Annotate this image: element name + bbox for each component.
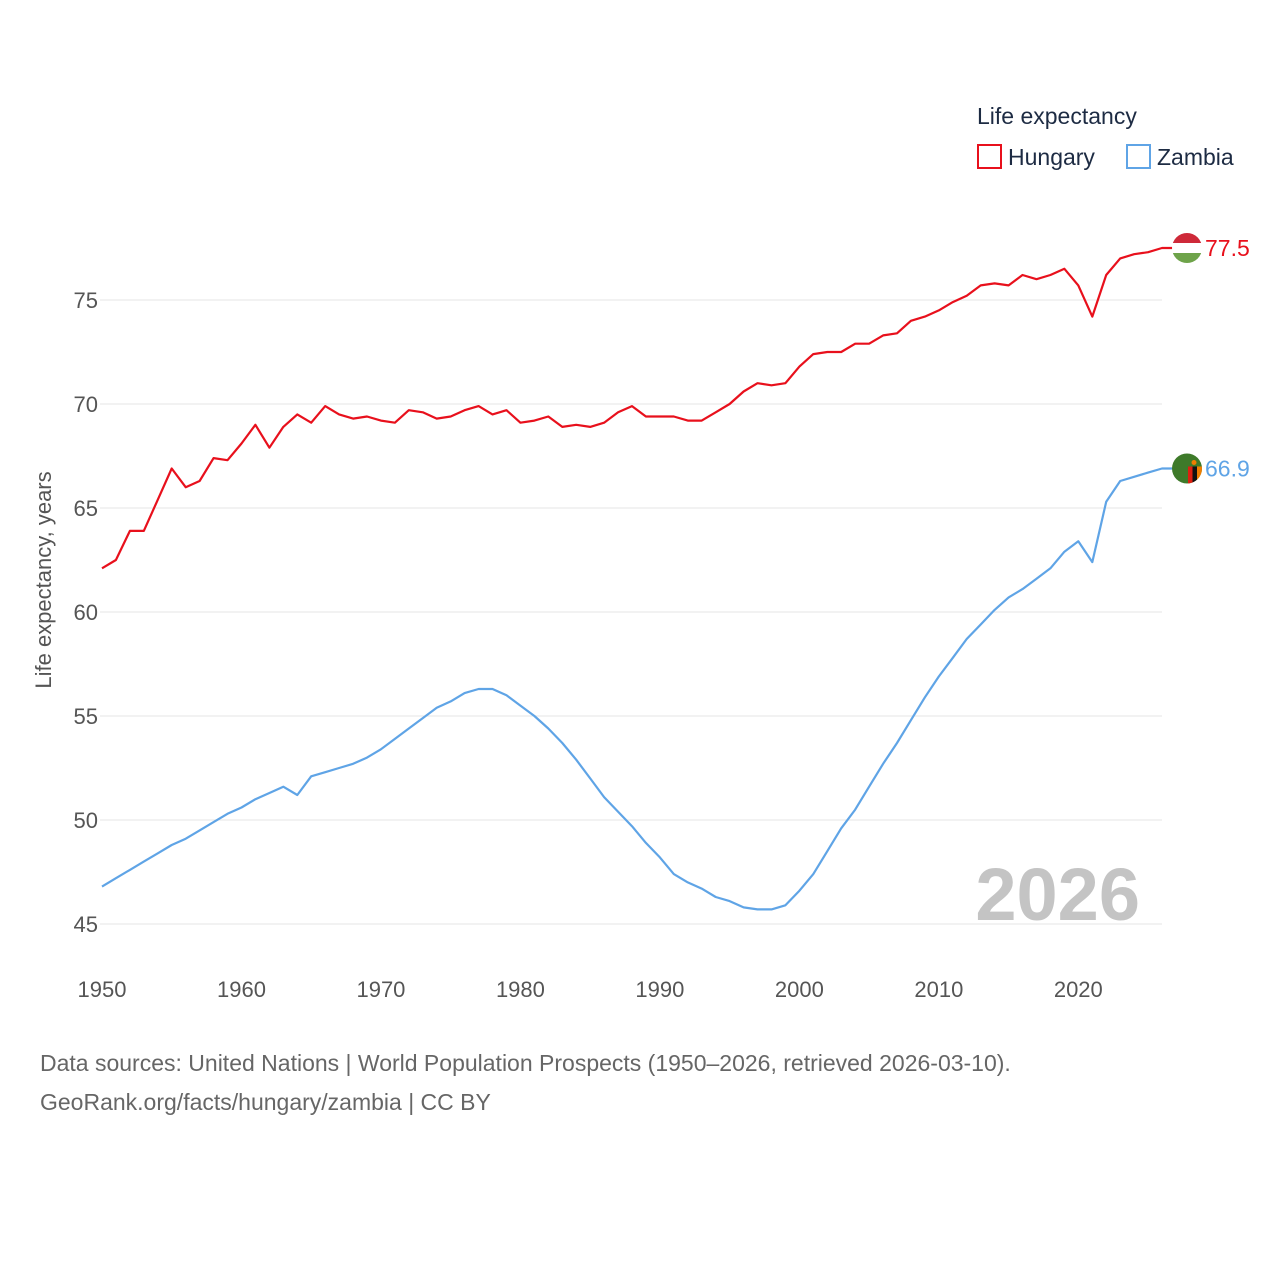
y-axis-ticks: 45 50 55 60 65 70 75 <box>74 288 98 937</box>
y-axis-label: Life expectancy, years <box>31 471 56 688</box>
x-tick-label: 2010 <box>914 977 963 1002</box>
x-tick-label: 1970 <box>356 977 405 1002</box>
legend-title: Life expectancy <box>977 103 1137 129</box>
legend-label-hungary: Hungary <box>1008 144 1095 170</box>
x-tick-label: 2020 <box>1054 977 1103 1002</box>
legend-swatch-zambia <box>1126 144 1151 169</box>
y-tick-label: 60 <box>74 600 98 625</box>
x-tick-label: 1990 <box>635 977 684 1002</box>
y-tick-label: 45 <box>74 912 98 937</box>
y-tick-label: 65 <box>74 496 98 521</box>
y-tick-label: 55 <box>74 704 98 729</box>
legend-item-hungary[interactable]: Hungary <box>977 144 1095 170</box>
series-line-zambia <box>101 467 1174 911</box>
y-tick-label: 50 <box>74 808 98 833</box>
current-year-label: 2026 <box>975 853 1140 936</box>
footer-sources: Data sources: United Nations | World Pop… <box>40 1044 1240 1122</box>
x-axis-ticks: 1950 1960 1970 1980 1990 2000 2010 2020 <box>78 977 1103 1002</box>
y-tick-label: 70 <box>74 392 98 417</box>
x-tick-label: 1960 <box>217 977 266 1002</box>
legend-swatch-hungary <box>977 144 1002 169</box>
x-tick-label: 1950 <box>78 977 127 1002</box>
series-line-hungary <box>101 246 1174 570</box>
zambia-flag-icon <box>1172 453 1202 484</box>
legend-label-zambia: Zambia <box>1157 144 1234 170</box>
footer-attribution[interactable]: GeoRank.org/facts/hungary/zambia | CC BY <box>40 1089 491 1115</box>
footer-data-sources: Data sources: United Nations | World Pop… <box>40 1050 1011 1076</box>
hungary-flag-icon <box>1172 233 1202 263</box>
x-tick-label: 2000 <box>775 977 824 1002</box>
grid-lines <box>100 299 1162 925</box>
y-tick-label: 75 <box>74 288 98 313</box>
x-tick-label: 1980 <box>496 977 545 1002</box>
zambia-end-value: 66.9 <box>1205 455 1250 481</box>
hungary-end-value: 77.5 <box>1205 235 1250 261</box>
legend-item-zambia[interactable]: Zambia <box>1126 144 1234 170</box>
